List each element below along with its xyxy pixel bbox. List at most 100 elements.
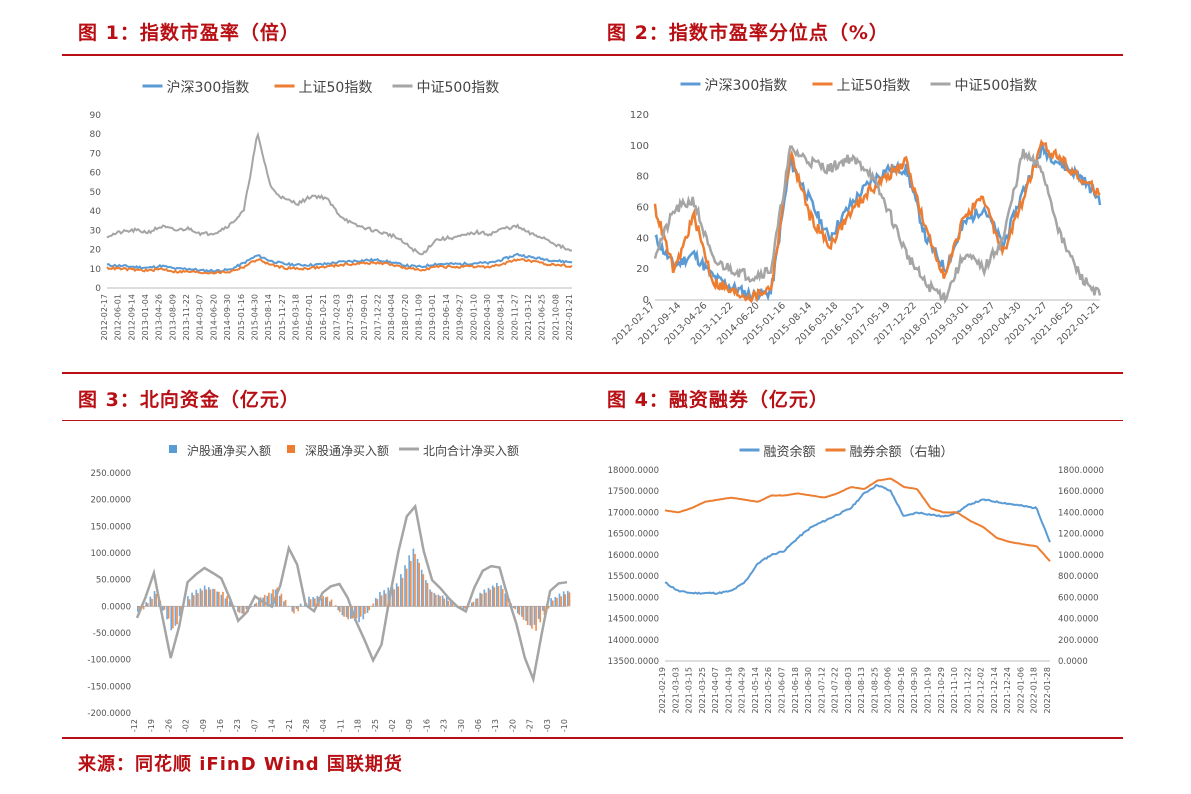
- x-tick-label: 2014-03-07: [196, 294, 205, 341]
- y2-tick-label: 1000.0000: [1058, 551, 1104, 561]
- bar-1: [405, 568, 408, 607]
- x-tick-label: 2013-08-09: [168, 294, 177, 341]
- bar-0: [491, 585, 494, 607]
- bar-1: [347, 606, 350, 620]
- x-tick-label: 2015-01-16: [237, 294, 246, 341]
- y2-tick-label: 1600.0000: [1058, 487, 1104, 497]
- bar-1: [217, 591, 220, 607]
- bar-0: [166, 606, 168, 620]
- bar-0: [162, 606, 164, 611]
- x-tick-label: 2021-09-30: [910, 667, 919, 714]
- bar-0: [374, 598, 377, 607]
- x-tick-label: 2021-09-09: [199, 719, 208, 732]
- bar-0: [516, 606, 519, 614]
- chart2-title: 图 2：指数市盈率分位点（%）: [607, 22, 889, 44]
- bar-0: [178, 606, 181, 617]
- x-tick-label: 2021-08-26: [164, 719, 173, 732]
- bar-1: [443, 598, 446, 607]
- legend-label: 深股通净买入额: [305, 444, 389, 458]
- bar-0: [153, 591, 156, 607]
- x-tick-label: 2022-01-18: [1030, 667, 1039, 714]
- x-tick-label: 2021-08-03: [844, 667, 853, 714]
- x-tick-label: 2021-10-14: [268, 719, 277, 732]
- bar-0: [550, 598, 552, 607]
- y-tick-label: 60: [90, 169, 102, 179]
- y2-tick-label: 600.0000: [1058, 593, 1099, 603]
- bar-0: [562, 591, 565, 607]
- bar-1: [568, 592, 571, 607]
- bar-1: [397, 586, 400, 607]
- x-tick-label: 2017-02-03: [333, 294, 342, 341]
- bar-1: [535, 606, 537, 631]
- bar-0: [379, 591, 381, 607]
- x-tick-label: 2021-11-04: [319, 719, 328, 732]
- middle-rule: [62, 372, 1123, 374]
- bar-1: [543, 606, 546, 615]
- y-tick-label: 20: [90, 246, 102, 256]
- x-tick-label: 2017-12-22: [374, 294, 383, 341]
- x-tick-label: 2021-12-30: [457, 719, 466, 732]
- legend-label: 沪深300指数: [705, 78, 788, 94]
- x-tick-label: 2019-06-14: [442, 294, 451, 341]
- bar-1: [322, 595, 324, 607]
- x-tick-label: 2021-06-30: [804, 667, 813, 714]
- bar-1: [435, 594, 437, 607]
- x-tick-label: 2012-09-14: [127, 294, 136, 341]
- bar-1: [263, 594, 266, 607]
- bar-1: [313, 598, 316, 607]
- x-tick-label: 2012-06-01: [114, 294, 123, 341]
- x-tick-label: 2021-05-26: [764, 667, 773, 714]
- bar-1: [326, 596, 329, 607]
- bar-0: [312, 597, 314, 607]
- y-tick-label: -100.0000: [87, 656, 131, 666]
- y-tick-label: 50.0000: [96, 576, 131, 586]
- bar-1: [222, 591, 224, 607]
- x-tick-label: 2021-12-02: [388, 719, 397, 732]
- bar-0: [145, 602, 148, 607]
- bar-1: [197, 593, 199, 607]
- x-tick-label: 2021-10-08: [551, 294, 560, 341]
- bar-1: [339, 606, 341, 613]
- x-tick-label: 2021-03-12: [524, 294, 533, 341]
- x-tick-label: 2021-02-19: [658, 667, 667, 714]
- x-tick-label: 2018-07-20: [401, 294, 410, 341]
- bar-0: [537, 606, 540, 619]
- bar-1: [284, 599, 287, 607]
- x-tick-label: 2021-03-03: [671, 667, 680, 714]
- bar-0: [237, 606, 239, 612]
- bar-1: [355, 606, 358, 619]
- bar-1: [234, 606, 237, 607]
- x-tick-label: 2021-11-11: [336, 719, 345, 732]
- y2-tick-label: 1200.0000: [1058, 530, 1104, 540]
- bar-1: [255, 602, 258, 607]
- bar-0: [383, 590, 385, 607]
- x-tick-label: 2020-01-10: [469, 294, 478, 341]
- chart1-title: 图 1：指数市盈率（倍）: [78, 22, 300, 44]
- bar-0: [487, 587, 490, 607]
- bar-1: [259, 597, 262, 607]
- bar-0: [521, 606, 523, 617]
- x-tick-label: 2021-09-23: [233, 719, 242, 732]
- bar-1: [151, 598, 153, 607]
- bar-0: [228, 601, 231, 607]
- bar-1: [192, 595, 195, 607]
- bar-0: [567, 590, 569, 607]
- bar-1: [564, 594, 567, 607]
- bar-0: [395, 583, 398, 607]
- x-tick-label: 2021-06-25: [538, 294, 547, 341]
- bar-0: [174, 606, 177, 626]
- y-tick-label: 100.0000: [90, 549, 131, 559]
- bar-1: [501, 588, 504, 607]
- bar-0: [187, 596, 189, 607]
- bar-0: [266, 595, 269, 607]
- x-tick-label: 2021-08-25: [870, 667, 879, 714]
- bar-0: [170, 606, 173, 631]
- chart4-panel: 13500.0000 14000.0000 14500.0000 15000.0000…: [600, 426, 1123, 732]
- y-tick-label: 60: [636, 203, 649, 214]
- x-tick-label: 2016-03-18: [291, 294, 300, 341]
- bar-1: [376, 599, 379, 607]
- bar-0: [425, 580, 427, 607]
- x-tick-label: 2021-08-12: [130, 719, 139, 732]
- bar-0: [429, 589, 431, 607]
- x-tick-label: 2021-06-07: [777, 667, 786, 714]
